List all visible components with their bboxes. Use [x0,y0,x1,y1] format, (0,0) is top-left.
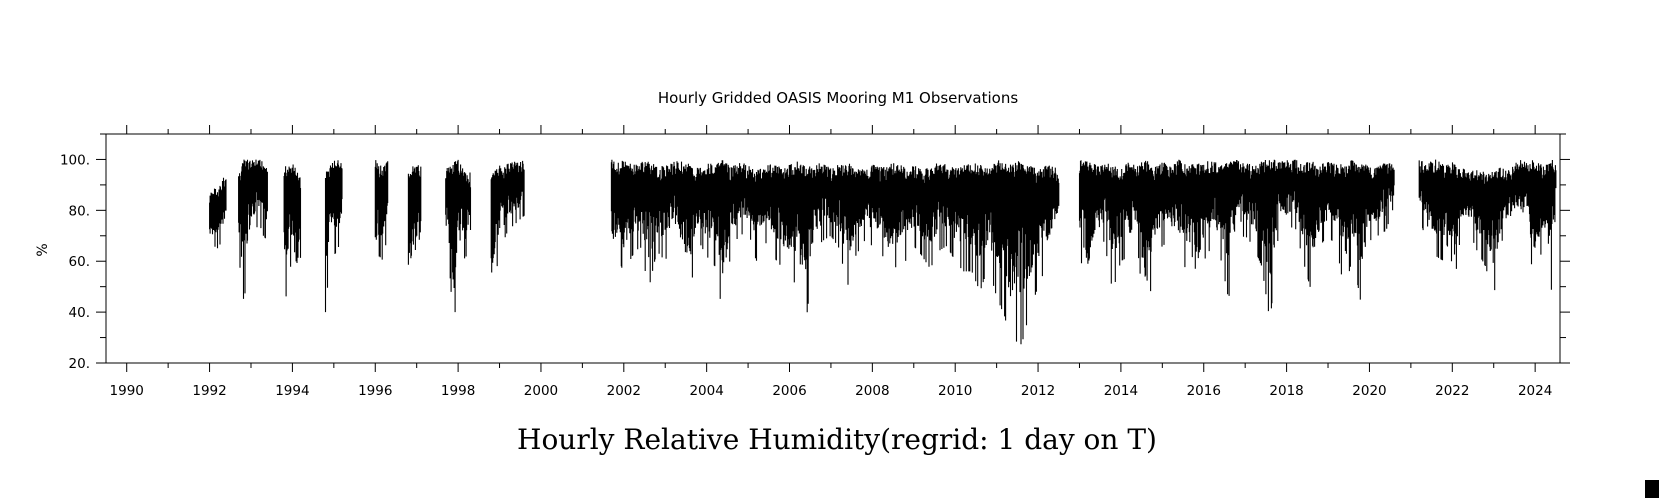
x-tick-label: 2020 [1352,383,1386,399]
y-tick-label: 100. [60,152,90,168]
x-tick-label: 2014 [1104,383,1138,399]
humidity-trace-segment [1418,159,1557,291]
humidity-trace-segment [1078,159,1395,312]
x-tick-label: 2000 [524,383,558,399]
x-tick-label: 2010 [938,383,972,399]
x-tick-label: 1992 [192,383,226,399]
y-axis: 20. 40. 60. 80. 100. [60,133,1570,372]
chart-title: Hourly Gridded OASIS Mooring M1 Observat… [658,89,1019,107]
humidity-trace-segment [407,165,422,265]
humidity-trace-segment [238,159,268,299]
x-tick-label: 2002 [607,383,641,399]
x-tick-label: 2022 [1435,383,1469,399]
plot-frame [105,133,1561,364]
y-tick-label: 40. [69,305,90,321]
y-tick-label: 20. [69,356,90,372]
data-layer [209,159,1557,345]
x-tick-label: 2012 [1021,383,1055,399]
humidity-trace-segment [283,164,302,297]
humidity-trace-segment [610,159,1060,345]
x-tick-label: 1994 [275,383,309,399]
x-tick-label: 2004 [689,383,723,399]
humidity-trace-segment [445,159,472,313]
y-tick-label: 80. [69,203,90,219]
x-tick-label: 1998 [441,383,475,399]
x-tick-label: 2016 [1187,383,1221,399]
x-tick-label: 2024 [1518,383,1552,399]
humidity-trace-segment [374,160,389,260]
x-tick-label: 1990 [110,383,144,399]
x-axis-label: Hourly Relative Humidity(regrid: 1 day o… [517,423,1157,456]
x-tick-label: 1996 [358,383,392,399]
y-tick-label: 60. [69,254,90,270]
humidity-trace-segment [209,177,227,249]
humidity-trace-segment [324,160,343,313]
x-tick-label: 2018 [1269,383,1303,399]
corner-marker [1645,480,1659,498]
x-axis: 1990 1992 1994 1996 1998 2000 2002 2004 2006 2008… [110,125,1552,399]
y-axis-label: % [35,243,51,256]
x-tick-label: 2008 [855,383,889,399]
x-tick-label: 2006 [772,383,806,399]
humidity-trace-segment [490,160,525,273]
